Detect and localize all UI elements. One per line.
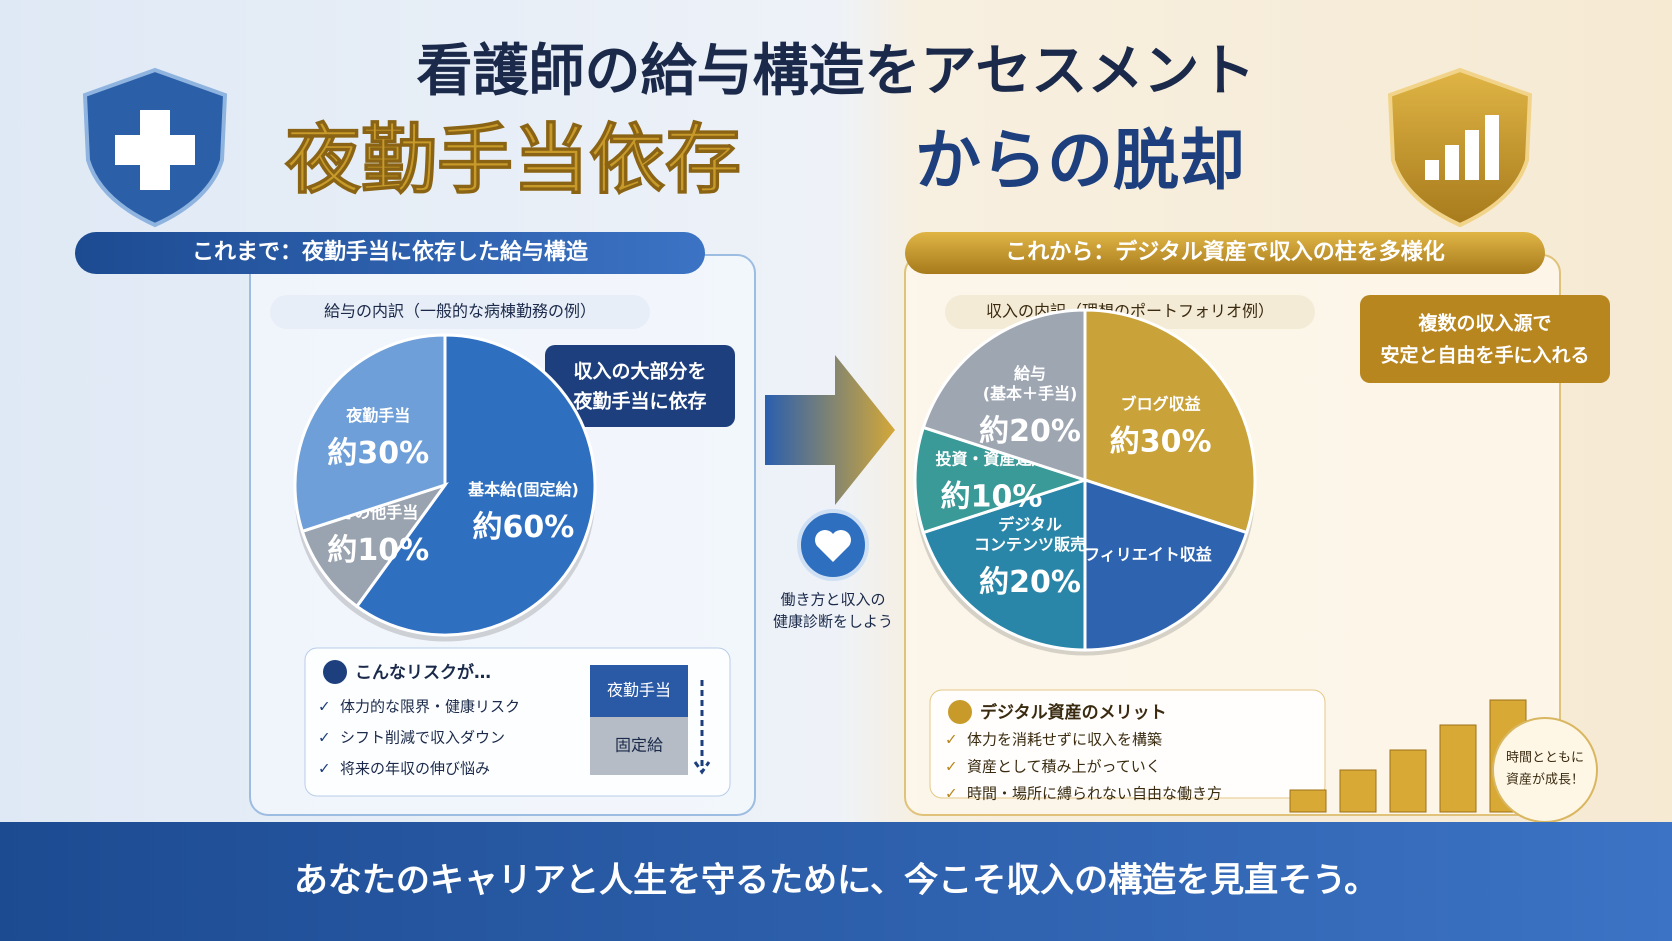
right-callout	[1360, 295, 1610, 383]
cross-icon	[115, 110, 195, 190]
callout-text: 収入の大部分を	[573, 360, 706, 383]
pie-slice	[1083, 308, 1257, 535]
pie-slice	[1083, 477, 1249, 652]
merit-box	[929, 689, 1326, 799]
slice-value: 約30%	[1110, 425, 1212, 460]
merit-item: 資産として積み上がっていく	[967, 758, 1161, 776]
merit-item: 時間・場所に縛られない自由な働き方	[967, 785, 1222, 803]
slice-value: 約10%	[327, 533, 429, 568]
slice-label: コンテンツ販売	[974, 535, 1086, 554]
pie-slice	[921, 477, 1087, 652]
slice-value: 約10%	[941, 480, 1043, 515]
heart	[815, 530, 851, 562]
slice-label: (基本＋手当)	[983, 384, 1078, 403]
pie-slice	[913, 425, 1090, 535]
left-header	[75, 232, 705, 274]
check-icon	[948, 700, 972, 724]
merit-title: デジタル資産のメリット	[980, 702, 1167, 723]
shield-icon	[1387, 67, 1533, 228]
caption: 働き方と収入の	[780, 591, 885, 609]
stack-label: 夜勤手当	[607, 681, 671, 700]
pie-slice	[921, 308, 1087, 483]
callout-text: 複数の収入源で	[1417, 312, 1551, 335]
left-subheader-text: 給与の内訳（一般的な病棟勤務の例）	[324, 302, 596, 321]
caption: 健康診断をしよう	[773, 613, 893, 631]
right-header-text: これから：デジタル資産で収入の柱を多様化	[1005, 239, 1445, 265]
alert-icon	[323, 660, 347, 684]
slice-label: 給与	[1014, 364, 1046, 383]
badge-text: 資産が成長！	[1506, 772, 1584, 788]
footer-banner	[0, 822, 1672, 941]
footer-text: あなたのキャリアと人生を守るために、今こそ収入の構造を見直そう。	[294, 861, 1378, 901]
transition-arrow	[765, 355, 895, 505]
merit-item: 体力を消耗せずに収入を構築	[967, 731, 1162, 749]
check-mark: ✓	[318, 729, 331, 747]
slice-label: アフィリエイト収益	[1068, 545, 1212, 564]
stack-top	[590, 665, 688, 717]
check-mark: ✓	[318, 760, 331, 778]
pie-slice	[293, 333, 447, 534]
slice-value: 約20%	[979, 565, 1081, 600]
risk-item: 体力的な限界・健康リスク	[340, 698, 520, 716]
slice-value: 約30%	[327, 436, 429, 471]
risk-title: こんなリスクが…	[355, 662, 491, 683]
risk-item: シフト削減で収入ダウン	[340, 729, 505, 747]
pie-slice	[300, 482, 449, 609]
title-highlight: 夜勤手当依存	[284, 115, 741, 204]
left-header-text: これまで：夜勤手当に依存した給与構造	[192, 239, 588, 265]
badge-text: 時間とともに	[1506, 751, 1584, 766]
down-arrow	[693, 680, 711, 775]
title: 看護師の給与構造をアセスメント	[417, 39, 1256, 104]
slice-label: ブログ収益	[1121, 395, 1201, 414]
stack-bottom	[590, 717, 688, 775]
left-callout	[545, 345, 735, 427]
slice-value: 約20%	[979, 414, 1081, 449]
right-header	[905, 232, 1545, 274]
growth-badge	[1492, 717, 1598, 823]
growth-icon	[1425, 115, 1499, 180]
stack-label: 固定給	[615, 736, 663, 755]
check-mark: ✓	[318, 698, 331, 716]
title-rest: からの脱却	[915, 122, 1245, 199]
left-subheader	[270, 295, 650, 329]
callout-text: 夜勤手当に依存	[572, 390, 706, 413]
check-mark: ✓	[945, 731, 958, 749]
risk-item: 将来の年収の伸び悩み	[340, 760, 490, 778]
slice-label: 基本給(固定給)	[467, 480, 579, 499]
slice-label: デジタル	[998, 515, 1062, 534]
check-mark: ✓	[945, 785, 958, 803]
slice-label: 夜勤手当	[345, 406, 410, 425]
callout-text: 安定と自由を手に入れる	[1380, 344, 1589, 367]
slice-value: 約60%	[473, 510, 575, 545]
check-mark: ✓	[945, 758, 958, 776]
pie-slice	[354, 333, 597, 637]
